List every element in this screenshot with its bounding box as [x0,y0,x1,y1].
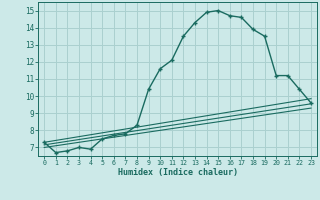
X-axis label: Humidex (Indice chaleur): Humidex (Indice chaleur) [118,168,238,177]
